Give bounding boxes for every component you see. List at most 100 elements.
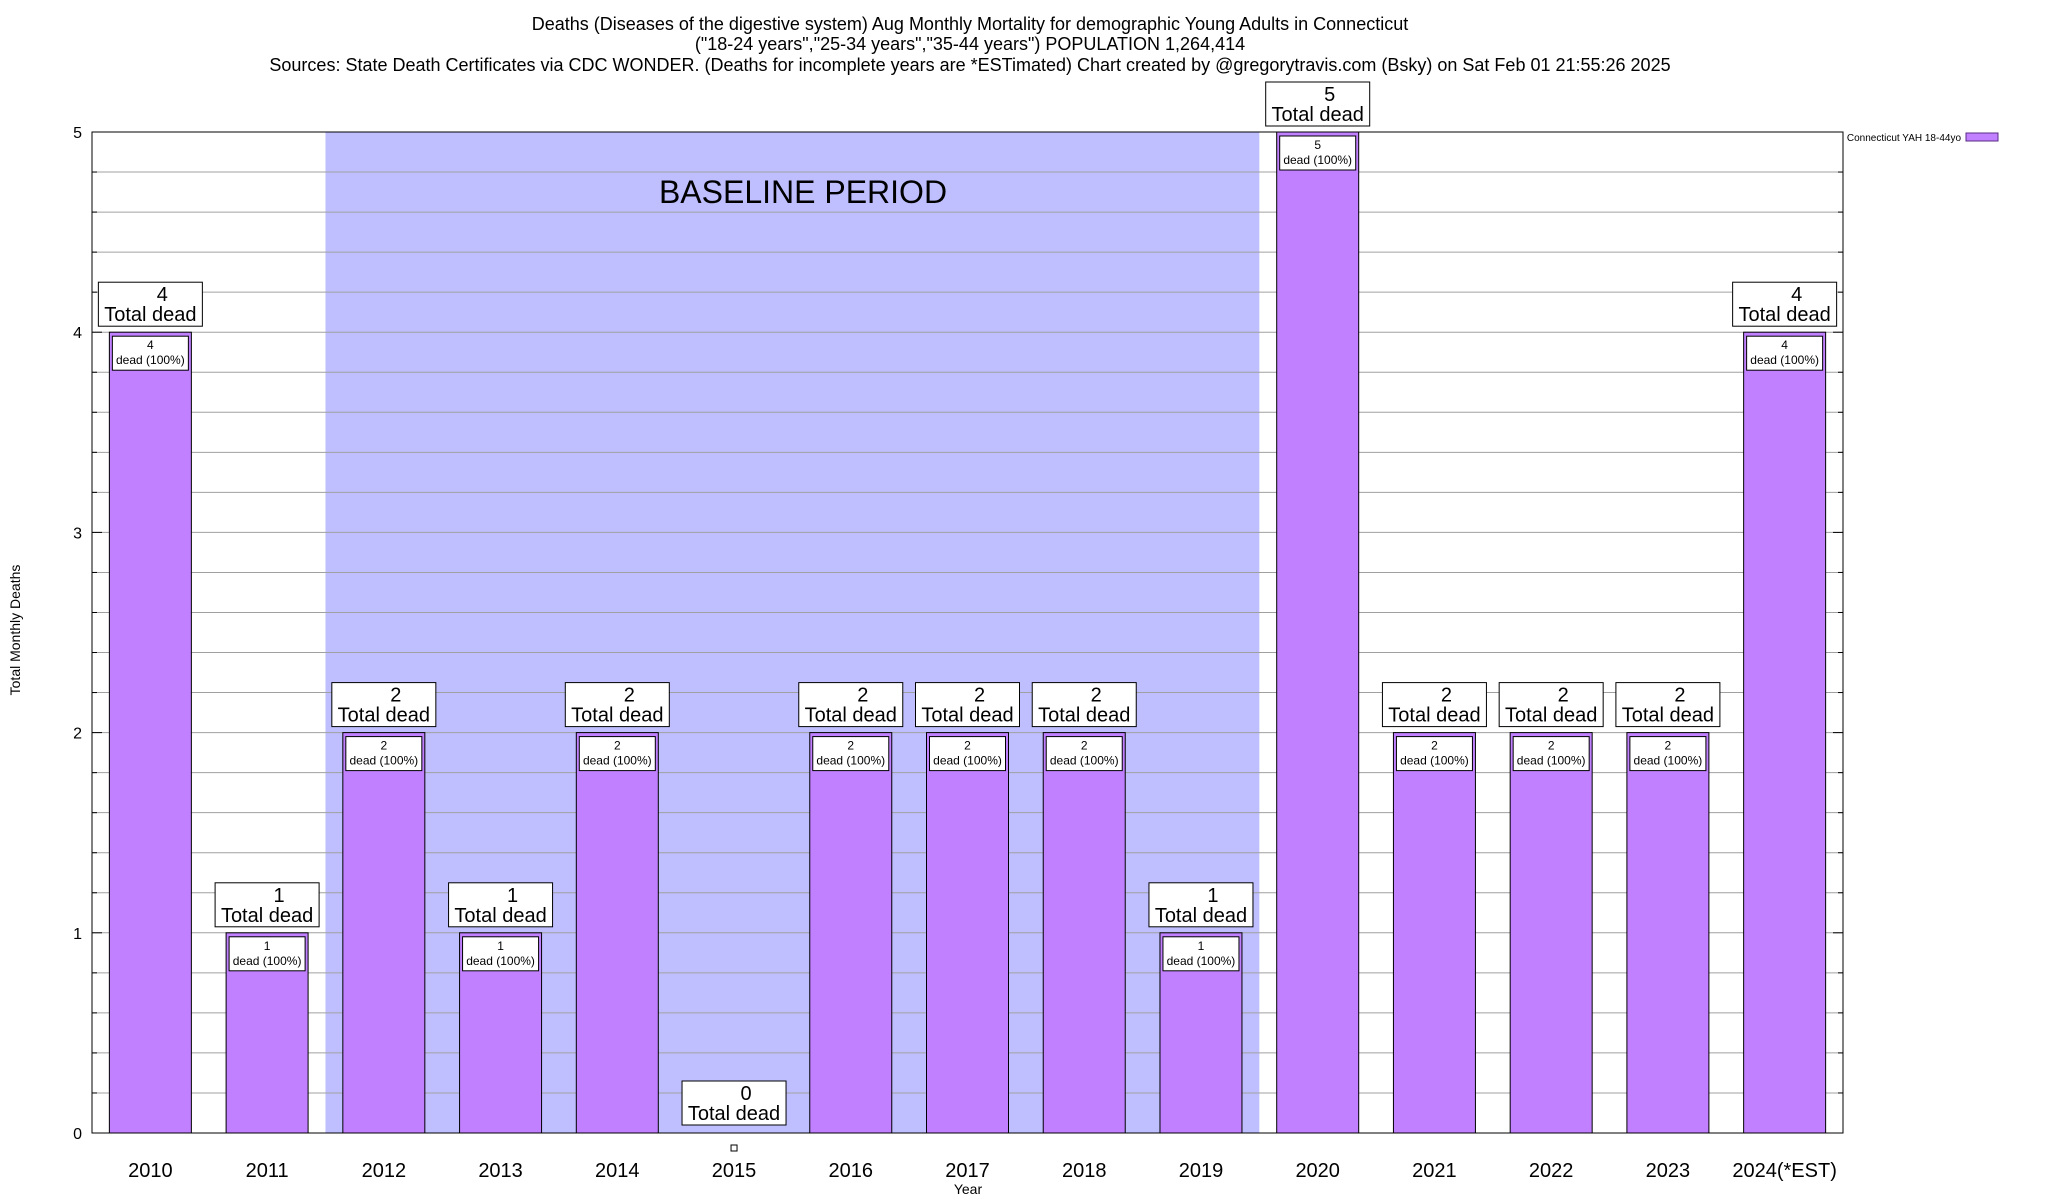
total-label-box [1498, 682, 1604, 728]
bar [1626, 732, 1710, 1134]
bar-inner-percent-label: dead (100%) [1750, 353, 1819, 367]
total-value-label: 1 [507, 885, 518, 907]
bar-inner-percent-label: dead (100%) [1517, 754, 1586, 768]
x-tick-label: 2014 [595, 1160, 640, 1182]
chart-title-line-3: Sources: State Death Certificates via CD… [269, 55, 1670, 75]
total-label-box [1148, 882, 1254, 928]
bar-inner-percent-label: dead (100%) [349, 754, 418, 768]
total-label-box [97, 281, 203, 327]
plot-border [91, 131, 1844, 1134]
chart-title-line-2: ("18-24 years","25-34 years","35-44 year… [695, 34, 1245, 54]
bar-inner-percent-label: dead (100%) [1400, 754, 1469, 768]
bar-inner-percent-label: dead (100%) [1050, 754, 1119, 768]
bar-inner-percent-label: dead (100%) [466, 954, 535, 968]
total-label-box [1615, 682, 1721, 728]
total-label-box [915, 682, 1020, 728]
total-label-box [564, 682, 670, 728]
bar-inner-percent-label: dead (100%) [1283, 153, 1352, 167]
x-tick-label: 2023 [1646, 1160, 1691, 1182]
bar-inner-value-label: 2 [1665, 739, 1672, 753]
bar [1042, 732, 1126, 1134]
total-label-box [331, 682, 437, 728]
bar-inner-value-label: 4 [147, 338, 154, 352]
bar-inner-percent-label: dead (100%) [233, 954, 302, 968]
total-dead-label: Total dead [921, 705, 1013, 727]
bar [342, 732, 426, 1134]
total-dead-label: Total dead [1155, 905, 1247, 927]
bar-inner-value-label: 5 [1314, 138, 1321, 152]
x-tick-label: 2013 [478, 1160, 523, 1182]
bar-inner-label-box [1162, 936, 1240, 972]
total-label-box [1265, 81, 1371, 127]
y-tick-label: 1 [73, 926, 82, 943]
total-label-box [1732, 281, 1838, 327]
bar-inner-value-label: 2 [614, 739, 621, 753]
x-tick-label: 2017 [945, 1160, 990, 1182]
x-tick-label: 2015 [712, 1160, 757, 1182]
x-tick-label: 2018 [1062, 1160, 1107, 1182]
total-value-label: 2 [624, 685, 635, 707]
total-value-label: 4 [157, 284, 168, 306]
total-dead-label: Total dead [221, 905, 313, 927]
total-dead-label: Total dead [805, 705, 897, 727]
total-dead-label: Total dead [104, 304, 196, 326]
bar-inner-value-label: 2 [1431, 739, 1438, 753]
bar-inner-percent-label: dead (100%) [1167, 954, 1236, 968]
total-value-label: 2 [390, 685, 401, 707]
bar-inner-label-box [929, 736, 1006, 772]
bar-inner-label-box [345, 736, 423, 772]
total-value-label: 2 [974, 685, 985, 707]
total-value-label: 2 [1558, 685, 1569, 707]
total-dead-label: Total dead [1738, 304, 1830, 326]
y-tick-label: 0 [73, 1126, 82, 1143]
total-label-box [798, 682, 904, 728]
zero-point-marker [730, 1144, 738, 1152]
x-tick-label: 2021 [1412, 1160, 1457, 1182]
total-label-box [681, 1080, 787, 1126]
bar-inner-value-label: 2 [380, 739, 387, 753]
y-tick-label: 2 [73, 726, 82, 743]
total-dead-label: Total dead [1505, 705, 1597, 727]
total-value-label: 5 [1324, 84, 1335, 106]
bar [108, 331, 192, 1134]
total-value-label: 1 [274, 885, 285, 907]
total-label-box [448, 882, 554, 928]
x-tick-label: 2011 [246, 1160, 289, 1182]
bar-inner-value-label: 1 [1198, 939, 1205, 953]
total-dead-label: Total dead [454, 905, 546, 927]
bar-inner-value-label: 4 [1781, 338, 1788, 352]
bar-inner-label-box [578, 736, 656, 772]
total-value-label: 1 [1207, 885, 1218, 907]
bar [809, 732, 893, 1134]
bar-inner-label-box [1512, 736, 1590, 772]
x-tick-label: 2022 [1529, 1160, 1574, 1182]
total-dead-label: Total dead [338, 705, 430, 727]
x-tick-label: 2020 [1295, 1160, 1340, 1182]
chart-title-line-1: Deaths (Diseases of the digestive system… [532, 14, 1408, 34]
bar [1392, 732, 1476, 1134]
legend-swatch [1965, 132, 1999, 142]
total-value-label: 2 [1091, 685, 1102, 707]
baseline-label: BASELINE PERIOD [659, 174, 947, 210]
bar-inner-value-label: 1 [264, 939, 271, 953]
bar-inner-label-box [228, 936, 306, 972]
y-tick-label: 4 [73, 325, 82, 342]
y-tick-label: 5 [73, 125, 82, 142]
bar [1743, 331, 1827, 1134]
bar-inner-value-label: 2 [1548, 739, 1555, 753]
total-label-box [1381, 682, 1487, 728]
x-axis-label: Year [954, 1181, 983, 1197]
bar-inner-label-box [1395, 736, 1473, 772]
bar [926, 732, 1009, 1134]
total-dead-label: Total dead [1388, 705, 1480, 727]
bar-inner-percent-label: dead (100%) [816, 754, 885, 768]
total-dead-label: Total dead [1272, 104, 1364, 126]
bar-inner-label-box [1629, 736, 1707, 772]
x-tick-label: 2016 [829, 1160, 874, 1182]
total-dead-label: Total dead [1622, 705, 1714, 727]
total-value-label: 2 [1674, 685, 1685, 707]
y-axis-label: Total Monthly Deaths [7, 565, 23, 696]
x-tick-label: 2019 [1179, 1160, 1224, 1182]
bar [575, 732, 659, 1134]
